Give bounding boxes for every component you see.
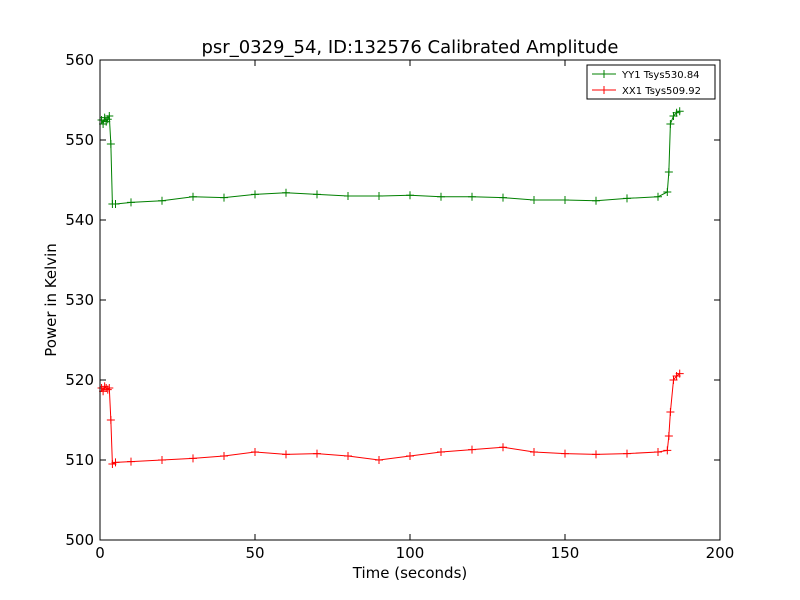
series-0-point-29: [666, 120, 675, 128]
series-1-point-13: [251, 448, 259, 456]
series-1-point-25: [623, 449, 631, 458]
series-1-point-17: [375, 456, 383, 464]
series-0-point-14: [282, 188, 290, 197]
y-tick-label-0: 500: [65, 531, 94, 549]
series-1-point-8: [111, 458, 120, 467]
chart-title: psr_0329_54, ID:132576 Calibrated Amplit…: [201, 37, 618, 58]
series-1-point-23: [561, 449, 569, 458]
series-0-point-5: [105, 112, 114, 120]
series-0-point-32: [675, 107, 684, 116]
series-1-point-27: [663, 446, 672, 455]
series-1-point-15: [313, 449, 321, 458]
series-1-point-29: [666, 408, 675, 416]
series-1-point-22: [530, 448, 538, 456]
series-0-point-25: [623, 194, 631, 203]
series-0-point-8: [111, 200, 120, 208]
series-0-point-4: [103, 115, 112, 124]
series-1-point-14: [282, 450, 290, 459]
series-0-point-28: [664, 168, 673, 176]
series-1-point-10: [158, 456, 166, 464]
series-1-point-20: [468, 445, 476, 454]
y-tick-label-3: 530: [65, 291, 94, 309]
series-0-point-22: [530, 196, 538, 204]
series-0-point-19: [437, 192, 445, 201]
x-tick-label-2: 100: [396, 544, 425, 562]
y-tick-label-5: 550: [65, 131, 94, 149]
legend-marker-yy1: [600, 70, 608, 78]
series-1-point-9: [127, 457, 135, 466]
series-1-point-6: [106, 416, 115, 424]
y-tick-label-6: 560: [65, 51, 94, 69]
series-1-point-21: [499, 443, 507, 452]
y-tick-label-2: 520: [65, 371, 94, 389]
series-0-point-24: [592, 196, 600, 205]
y-tick-label-1: 510: [65, 451, 94, 469]
series-1-point-5: [105, 384, 114, 392]
series-1-point-26: [654, 448, 662, 456]
series-0-point-11: [189, 192, 197, 201]
legend: YY1 Tsys530.84 XX1 Tsys509.92: [586, 64, 716, 100]
series-0-point-21: [499, 193, 507, 202]
plot-frame: [99, 59, 721, 541]
series-0-point-16: [344, 192, 352, 200]
series-0-point-6: [106, 140, 115, 148]
series-1-point-18: [406, 452, 414, 460]
series-1-point-24: [592, 450, 600, 459]
x-tick-label-3: 150: [551, 544, 580, 562]
series-1-point-28: [664, 432, 673, 440]
y-tick-label-4: 540: [65, 211, 94, 229]
x-tick-label-0: 0: [95, 544, 105, 562]
legend-label-yy1: YY1 Tsys530.84: [621, 70, 700, 81]
series-1-point-11: [189, 454, 197, 463]
ticks-layer: 0 50 100 150 200 500 510 520 530 540 550 560: [65, 51, 734, 562]
series-0-point-12: [220, 193, 228, 202]
series-1-point-4: [103, 385, 112, 394]
series-0-point-17: [375, 192, 383, 200]
series-line-0: [101, 110, 680, 205]
x-tick-label-1: 50: [245, 544, 264, 562]
series-0-point-15: [313, 190, 321, 199]
series-line-1: [101, 373, 681, 465]
series-0-point-9: [127, 198, 135, 207]
series-0-point-13: [251, 190, 259, 199]
legend-box: [586, 64, 716, 100]
series-0-point-26: [654, 192, 662, 201]
x-axis-label: Time (seconds): [352, 564, 468, 582]
series-1-point-12: [220, 452, 228, 460]
legend-marker-xx1: [600, 86, 608, 94]
series-1-point-32: [675, 369, 684, 378]
y-axis-label: Power in Kelvin: [42, 243, 60, 357]
series-0-point-18: [406, 191, 414, 200]
series-1-point-19: [437, 448, 445, 456]
series-0-point-27: [663, 188, 672, 196]
x-tick-label-4: 200: [706, 544, 735, 562]
legend-label-xx1: XX1 Tsys509.92: [622, 86, 701, 97]
series-1-point-16: [344, 452, 352, 460]
series-0-point-20: [468, 192, 476, 201]
series-layer: [97, 107, 684, 468]
series-0-point-10: [158, 196, 166, 205]
series-0-point-23: [561, 196, 569, 204]
